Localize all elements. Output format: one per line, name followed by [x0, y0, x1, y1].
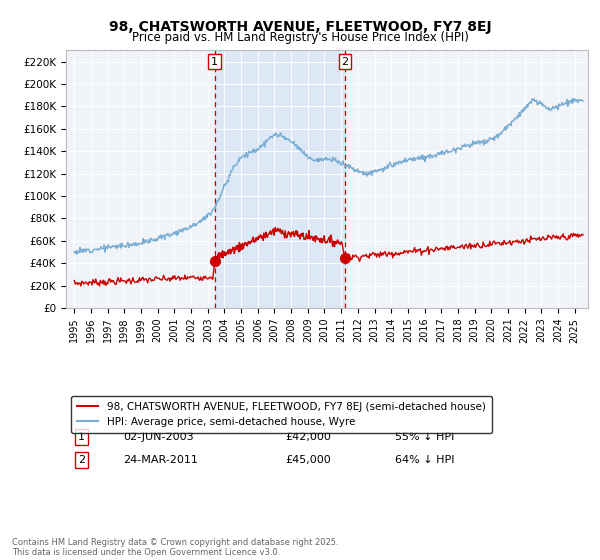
- Text: 64% ↓ HPI: 64% ↓ HPI: [395, 455, 454, 465]
- Bar: [215, 50, 345, 308]
- Text: 2: 2: [341, 57, 349, 67]
- Text: 2: 2: [78, 455, 85, 465]
- Text: 98, CHATSWORTH AVENUE, FLEETWOOD, FY7 8EJ: 98, CHATSWORTH AVENUE, FLEETWOOD, FY7 8E…: [109, 20, 491, 34]
- Text: Contains HM Land Registry data © Crown copyright and database right 2025.
This d: Contains HM Land Registry data © Crown c…: [12, 538, 338, 557]
- Text: £42,000: £42,000: [285, 432, 331, 442]
- Text: 1: 1: [78, 432, 85, 442]
- Text: Price paid vs. HM Land Registry's House Price Index (HPI): Price paid vs. HM Land Registry's House …: [131, 31, 469, 44]
- Text: 02-JUN-2003: 02-JUN-2003: [124, 432, 194, 442]
- Text: £45,000: £45,000: [285, 455, 331, 465]
- Text: 1: 1: [211, 57, 218, 67]
- Text: 55% ↓ HPI: 55% ↓ HPI: [395, 432, 454, 442]
- Text: 24-MAR-2011: 24-MAR-2011: [124, 455, 198, 465]
- Legend: 98, CHATSWORTH AVENUE, FLEETWOOD, FY7 8EJ (semi-detached house), HPI: Average pr: 98, CHATSWORTH AVENUE, FLEETWOOD, FY7 8E…: [71, 396, 492, 433]
